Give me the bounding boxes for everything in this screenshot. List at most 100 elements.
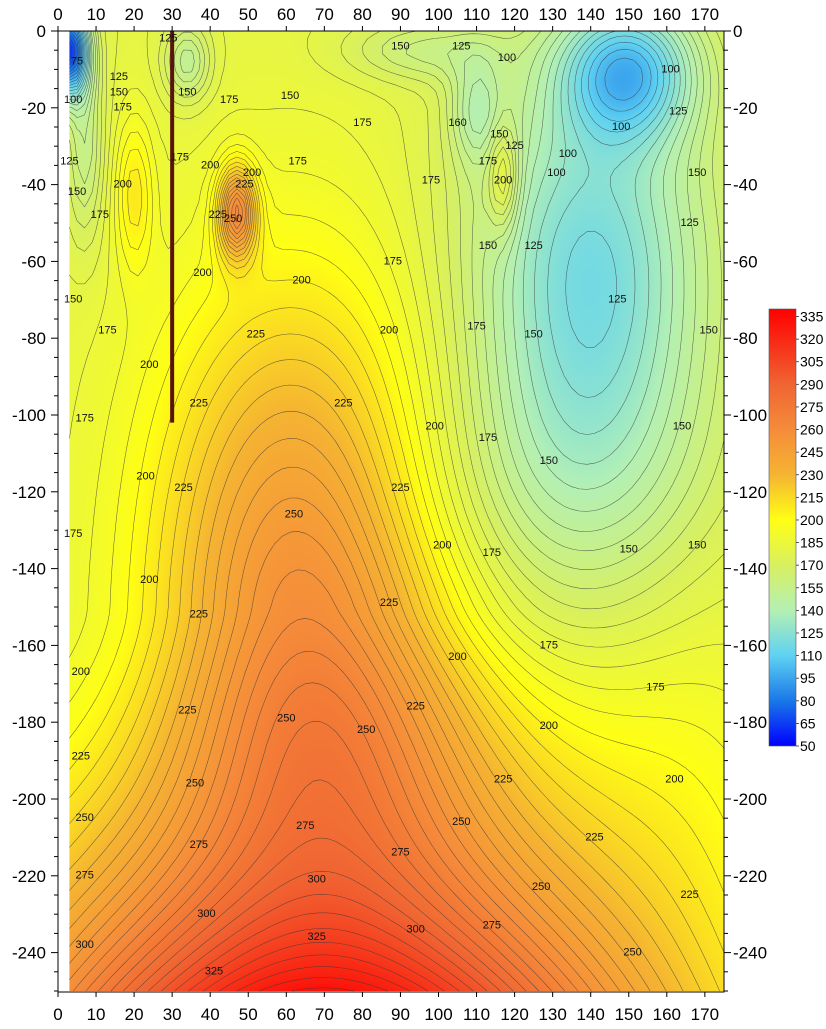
colorbar-label: 215	[800, 489, 824, 505]
x-tick-label-bottom: 130	[538, 1005, 566, 1024]
contour-label: 200	[540, 720, 558, 732]
contour-label: 250	[623, 947, 641, 959]
y-tick-label-right: -20	[733, 99, 758, 118]
x-tick-label-top: 20	[125, 5, 144, 24]
contour-label: 200	[136, 470, 154, 482]
x-tick-label-top: 120	[500, 5, 528, 24]
y-tick-label-left: -60	[21, 252, 46, 271]
contour-label: 250	[357, 724, 375, 736]
contour-label: 275	[391, 847, 409, 859]
x-tick-label-top: 140	[577, 5, 605, 24]
contour-label: 150	[68, 186, 86, 198]
contour-label: 175	[289, 155, 307, 167]
contour-line	[69, 113, 724, 691]
colorbar-label: 80	[800, 693, 816, 709]
contour-label: 225	[406, 701, 424, 713]
contour-line	[69, 184, 635, 992]
contour-label: 325	[205, 966, 223, 978]
colorbar-label: 305	[800, 354, 824, 370]
contour-label: 160	[448, 117, 466, 129]
x-tick-label-bottom: 70	[315, 1005, 334, 1024]
contour-line	[135, 837, 514, 992]
contour-line	[237, 966, 410, 992]
contour-label: 150	[688, 539, 706, 551]
contour-line	[123, 779, 527, 992]
x-tick-label-bottom: 50	[239, 1005, 258, 1024]
contour-label: 300	[197, 908, 215, 920]
contour-label: 125	[524, 240, 542, 252]
y-tick-label-right: -240	[733, 944, 767, 963]
contour-label: 175	[467, 321, 485, 333]
contour-label: 100	[612, 121, 630, 133]
contour-label: 150	[178, 86, 196, 98]
contour-line	[69, 161, 724, 953]
contour-label: 250	[186, 778, 204, 790]
contour-label: 75	[71, 56, 83, 68]
contour-line	[69, 173, 684, 992]
contour-label: 200	[433, 539, 451, 551]
contour-line	[292, 987, 354, 992]
contour-label: 225	[178, 705, 196, 717]
x-tick-label-top: 10	[87, 5, 106, 24]
contour-label: 125	[60, 155, 78, 167]
y-tick-label-left: -120	[12, 483, 46, 502]
contour-label: 150	[688, 167, 706, 179]
contour-line	[69, 31, 724, 648]
y-tick-label-left: -160	[12, 636, 46, 655]
contour-label: 200	[72, 666, 90, 678]
contour-label: 125	[669, 106, 687, 118]
contour-line	[69, 177, 667, 992]
x-tick-label-top: 60	[277, 5, 296, 24]
contour-label: 200	[114, 179, 132, 191]
contour-label: 150	[110, 86, 128, 98]
contour-label: 250	[532, 881, 550, 893]
y-tick-label-right: -120	[733, 483, 767, 502]
contour-line	[69, 31, 652, 112]
y-tick-label-right: -100	[733, 406, 767, 425]
colorbar-label: 230	[800, 467, 824, 483]
y-tick-label-left: -180	[12, 713, 46, 732]
contour-label: 175	[220, 94, 238, 106]
y-tick-label-right: -220	[733, 867, 767, 886]
contour-label: 125	[608, 294, 626, 306]
y-tick-label-right: -60	[733, 252, 758, 271]
x-tick-label-top: 150	[615, 5, 643, 24]
contour-label: 200	[448, 651, 466, 663]
contour-label: 175	[114, 102, 132, 114]
contour-lines	[69, 31, 724, 992]
contour-label: 200	[140, 359, 158, 371]
x-tick-label-top: 170	[691, 5, 719, 24]
y-tick-label-left: -240	[12, 944, 46, 963]
contour-label: 175	[64, 528, 82, 540]
colorbar-label: 275	[800, 399, 824, 415]
x-tick-label-bottom: 0	[53, 1005, 62, 1024]
contour-label: 275	[296, 820, 314, 832]
contour-label: 200	[193, 267, 211, 279]
contour-label: 125	[110, 71, 128, 83]
x-tick-label-bottom: 100	[424, 1005, 452, 1024]
colorbar-label: 170	[800, 557, 824, 573]
contour-label: 100	[661, 63, 679, 75]
contour-label: 250	[75, 812, 93, 824]
x-tick-label-top: 110	[463, 5, 490, 24]
contour-label: 275	[483, 920, 501, 932]
contour-label: 175	[479, 155, 497, 167]
y-tick-label-left: -220	[12, 867, 46, 886]
contour-line	[259, 977, 388, 992]
x-tick-label-bottom: 10	[87, 1005, 106, 1024]
y-tick-label-left: -80	[21, 329, 46, 348]
contour-line	[110, 720, 539, 992]
contour-label: 200	[140, 574, 158, 586]
contour-label: 125	[159, 33, 177, 45]
contour-line	[69, 31, 644, 101]
colorbar-label: 200	[800, 512, 824, 528]
x-tick-label-bottom: 60	[277, 1005, 296, 1024]
contour-label: 250	[224, 213, 242, 225]
x-tick-label-top: 100	[424, 5, 452, 24]
contour-line	[188, 928, 460, 992]
contour-label: 250	[285, 509, 303, 521]
contour-label: 225	[391, 482, 409, 494]
contour-label: 100	[498, 52, 516, 64]
x-tick-label-top: 40	[201, 5, 220, 24]
